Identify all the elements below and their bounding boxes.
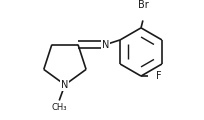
- Text: N: N: [102, 40, 110, 50]
- Text: CH₃: CH₃: [51, 103, 67, 112]
- Text: Br: Br: [139, 0, 149, 10]
- Text: F: F: [156, 71, 162, 81]
- Text: N: N: [61, 80, 69, 90]
